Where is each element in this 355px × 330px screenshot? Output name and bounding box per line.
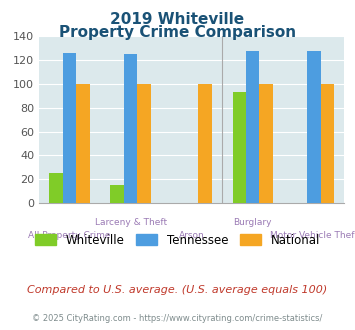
Legend: Whiteville, Tennessee, National: Whiteville, Tennessee, National [35,234,320,247]
Bar [321,84,334,203]
Text: 2019 Whiteville: 2019 Whiteville [110,12,245,26]
Text: Arson: Arson [179,231,204,240]
Text: All Property Crime: All Property Crime [28,231,111,240]
Text: Property Crime Comparison: Property Crime Comparison [59,25,296,40]
Text: Motor Vehicle Theft: Motor Vehicle Theft [270,231,355,240]
Bar [307,50,321,203]
Bar [110,185,124,203]
Bar [233,92,246,203]
Text: Burglary: Burglary [234,218,272,227]
Text: Larceny & Theft: Larceny & Theft [94,218,167,227]
Bar [260,84,273,203]
Bar [76,84,90,203]
Bar [137,84,151,203]
Bar [49,173,63,203]
Text: © 2025 CityRating.com - https://www.cityrating.com/crime-statistics/: © 2025 CityRating.com - https://www.city… [32,314,323,323]
Bar [124,54,137,203]
Text: Compared to U.S. average. (U.S. average equals 100): Compared to U.S. average. (U.S. average … [27,285,328,295]
Bar [63,53,76,203]
Bar [246,50,260,203]
Bar [198,84,212,203]
